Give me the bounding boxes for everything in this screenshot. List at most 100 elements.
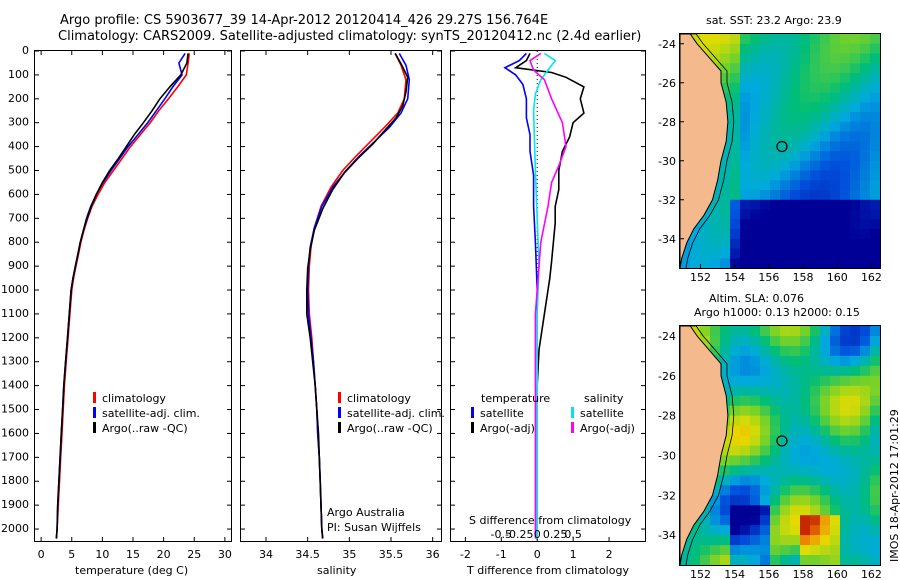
map-cell — [800, 43, 811, 55]
map-cell — [870, 151, 880, 162]
map-cell — [860, 345, 871, 357]
legend-label: Argo(-adj) — [580, 422, 635, 435]
t-tick-label: -1 — [496, 548, 507, 561]
map-cell — [850, 63, 861, 74]
map-cell — [710, 555, 721, 565]
map-cell — [850, 395, 861, 407]
map-cell — [780, 53, 791, 64]
map-cell — [770, 375, 781, 387]
lon-tick-label: 162 — [861, 568, 882, 580]
map-cell — [770, 465, 781, 476]
map-cell — [790, 495, 801, 506]
map-cell — [790, 345, 801, 357]
map-cell — [790, 180, 801, 191]
map-cell — [790, 131, 801, 142]
map-cell — [700, 219, 711, 230]
map-cell — [780, 170, 791, 181]
map-cell — [720, 505, 731, 516]
map-cell — [830, 505, 841, 516]
difference-panel: temperature satellite Argo(-adj) salinit… — [450, 50, 646, 542]
map-cell — [800, 385, 811, 397]
map-cell — [780, 219, 791, 230]
map-cell — [870, 43, 880, 55]
map-cell — [740, 43, 751, 55]
map-cell — [750, 170, 761, 181]
series-line-salinity-argo-adj- — [529, 52, 567, 539]
map-cell — [800, 395, 811, 407]
map-cell — [760, 495, 771, 506]
map-cell — [870, 190, 880, 201]
map-cell — [700, 209, 711, 220]
map-cell — [870, 345, 880, 357]
x-tick-label: 34 — [259, 548, 273, 561]
map-cell — [840, 495, 851, 506]
map-cell — [740, 190, 751, 201]
map-cell — [720, 82, 731, 94]
map-cell — [740, 160, 751, 172]
map-cell — [720, 151, 731, 162]
map-cell — [770, 475, 781, 486]
map-cell — [730, 425, 741, 437]
map-cell — [740, 258, 751, 268]
map-cell — [780, 336, 791, 347]
map-cell — [850, 445, 861, 457]
lat-tick-label: -24 — [658, 38, 676, 51]
map-cell — [870, 525, 880, 536]
map-cell — [730, 170, 741, 181]
map-cell — [710, 515, 721, 526]
map-cell — [800, 219, 811, 230]
sal-legend-climatology: climatology — [338, 392, 411, 405]
map-cell — [820, 229, 831, 240]
map-cell — [740, 435, 751, 447]
map-cell — [760, 515, 771, 526]
map-cell — [740, 455, 751, 467]
map-cell — [870, 435, 880, 447]
map-cell — [740, 336, 751, 347]
map-cell — [850, 385, 861, 397]
map-cell — [680, 545, 691, 556]
pi-label: PI: Susan Wijffels — [327, 521, 421, 534]
map-cell — [850, 485, 861, 496]
lon-tick-label: 160 — [827, 568, 848, 580]
lat-tick-label: -34 — [658, 529, 676, 542]
map-cell — [870, 180, 880, 191]
map-cell — [810, 465, 821, 476]
map-cell — [830, 131, 841, 142]
map-cell — [840, 170, 851, 181]
map-cell — [810, 415, 821, 427]
series-line-argo-raw-qc- — [306, 53, 409, 539]
map-cell — [780, 238, 791, 250]
map-cell — [720, 525, 731, 536]
map-cell — [780, 455, 791, 467]
map-cell — [780, 326, 791, 337]
map-cell — [770, 102, 781, 113]
map-cell — [790, 375, 801, 387]
map-cell — [870, 505, 880, 516]
map-cell — [810, 209, 821, 220]
map-cell — [810, 365, 821, 377]
t-difference-xlabel: T difference from climatology — [467, 564, 629, 577]
map-cell — [780, 435, 791, 447]
map-cell — [710, 209, 721, 220]
legend-swatch-magenta — [571, 422, 574, 433]
climatology-title: Climatology: CARS2009. Satellite-adjuste… — [58, 29, 642, 44]
map-cell — [790, 209, 801, 220]
map-cell — [780, 229, 791, 240]
t-tick-label: 2 — [606, 548, 613, 561]
map-cell — [750, 425, 761, 437]
map-cell — [730, 415, 741, 427]
map-cell — [850, 525, 861, 536]
map-cell — [760, 555, 771, 565]
map-cell — [840, 112, 851, 123]
x-tick-label: 35 — [342, 548, 356, 561]
map-cell — [720, 43, 731, 55]
series-line-temperature-satellite — [503, 52, 538, 539]
map-cell — [850, 199, 861, 211]
map-cell — [730, 435, 741, 447]
isobath-line — [685, 34, 735, 268]
map-cell — [850, 345, 861, 357]
map-cell — [830, 121, 841, 133]
map-cell — [820, 219, 831, 230]
map-cell — [810, 53, 821, 64]
map-cell — [840, 555, 851, 565]
